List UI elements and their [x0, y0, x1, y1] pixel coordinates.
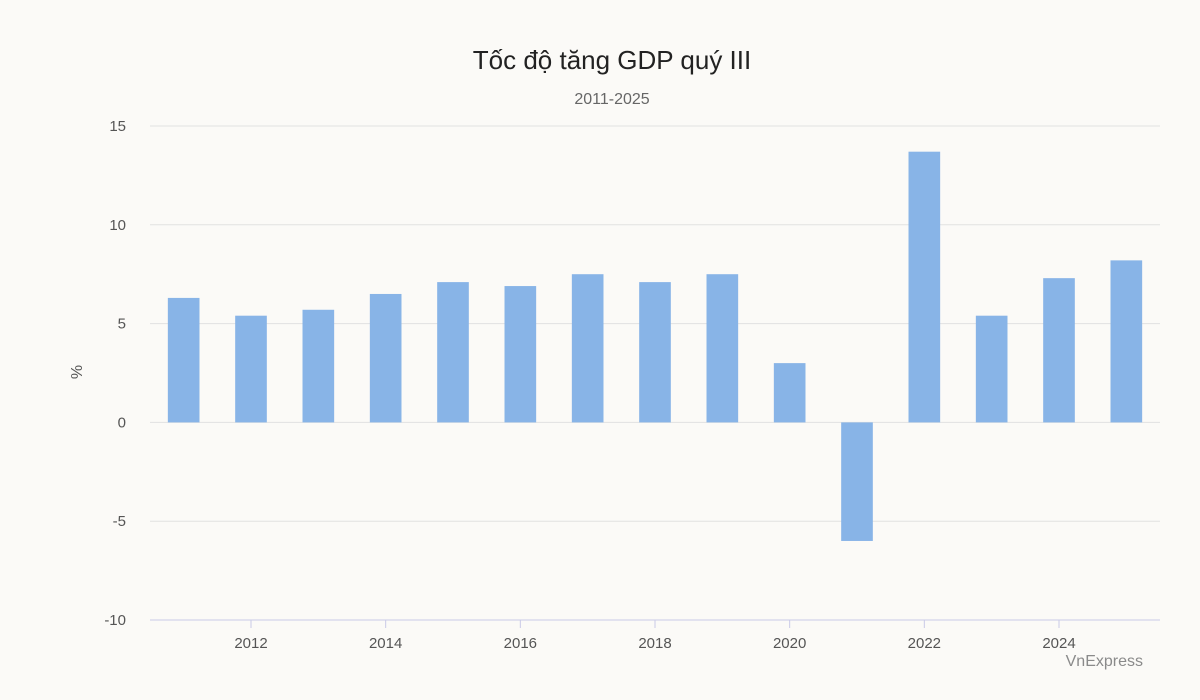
- bar-2011[interactable]: [167, 297, 200, 423]
- bar-2024[interactable]: [1043, 278, 1075, 423]
- x-tick-label: 2016: [504, 635, 537, 652]
- y-tick-label: 15: [109, 118, 126, 135]
- chart-subtitle: 2011-2025: [574, 91, 649, 108]
- bar-2019[interactable]: [706, 274, 739, 423]
- bar-2013[interactable]: [302, 309, 335, 423]
- y-tick-label: -10: [104, 612, 126, 629]
- bar-2014[interactable]: [369, 293, 402, 423]
- x-tick-label: 2024: [1042, 635, 1075, 652]
- y-axis-label: %: [69, 365, 86, 379]
- bar-2016[interactable]: [504, 286, 537, 423]
- bars-layer: [167, 151, 1143, 541]
- x-tick-label: 2014: [369, 635, 402, 652]
- bar-2020[interactable]: [773, 363, 806, 423]
- y-tick-label: 10: [109, 217, 126, 234]
- bar-2025[interactable]: [1110, 260, 1143, 423]
- y-tick-label: 0: [118, 414, 126, 431]
- bar-2017[interactable]: [571, 274, 604, 423]
- x-tick-label: 2018: [638, 635, 671, 652]
- y-tick-label: 5: [118, 316, 126, 333]
- credit-label: VnExpress: [1066, 653, 1143, 670]
- axis-layer: 15 10 5 0 -5 -10 2012 2014 2016 2018 2020 2022 2024: [104, 118, 1160, 652]
- bar-2015[interactable]: [437, 282, 469, 423]
- bar-2022[interactable]: [908, 151, 941, 423]
- bar-2018[interactable]: [639, 282, 671, 423]
- x-tick-label: 2012: [234, 635, 267, 652]
- y-tick-label: -5: [113, 513, 126, 530]
- chart-title: Tốc độ tăng GDP quý III: [473, 45, 751, 75]
- x-tick-label: 2020: [773, 635, 806, 652]
- x-tick-label: 2022: [908, 635, 941, 652]
- bar-2012[interactable]: [235, 315, 267, 423]
- bar-2023[interactable]: [975, 315, 1008, 423]
- bar-2021[interactable]: [841, 422, 873, 541]
